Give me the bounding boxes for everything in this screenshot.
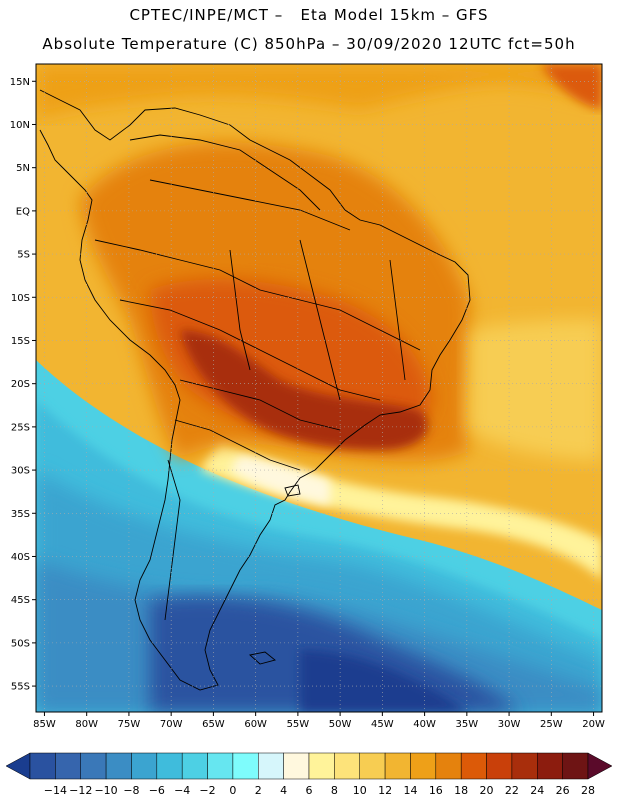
map-title: CPTEC/INPE/MCT – Eta Model 15km – GFS (129, 6, 489, 24)
colorbar-swatch (258, 752, 284, 780)
colorbar-tick-label: −2 (199, 784, 215, 797)
colorbar-tick-label: 0 (229, 784, 236, 797)
temperature-field (36, 64, 602, 712)
colorbar-tick-label: 4 (280, 784, 287, 797)
colorbar-max-arrow (587, 752, 613, 780)
colorbar-tick-label: −8 (123, 784, 139, 797)
lat-label: 25S (11, 422, 30, 433)
lat-label: 50S (11, 638, 30, 649)
lat-label: EQ (16, 206, 30, 217)
colorbar-swatch (410, 752, 437, 780)
colorbar-swatch (181, 752, 208, 780)
lon-label: 55W (287, 719, 310, 730)
map-subtitle: Absolute Temperature (C) 850hPa – 30/09/… (42, 35, 576, 53)
colorbar-tick-label: −12 (69, 784, 92, 797)
colorbar-tick-label: 12 (378, 784, 392, 797)
colorbar-swatch (232, 752, 259, 780)
colorbar-swatch (562, 752, 589, 780)
lat-label: 15S (11, 336, 30, 347)
colorbar-tick-label: 18 (454, 784, 468, 797)
lon-label: 70W (160, 719, 183, 730)
lat-label: 55S (11, 682, 30, 693)
colorbar-swatch (537, 752, 563, 780)
colorbar-tick-label: 14 (403, 784, 417, 797)
plot-frame (35, 63, 603, 713)
colorbar-tick-label: −4 (174, 784, 190, 797)
colorbar-tick-label: 6 (306, 784, 313, 797)
lat-label: 45S (11, 595, 30, 606)
colorbar-tick-label: 26 (556, 784, 570, 797)
coastlines (39, 89, 471, 691)
lat-label: 20S (11, 379, 30, 390)
colorbar-swatch (131, 752, 158, 780)
lat-label: 5S (17, 250, 30, 261)
lat-label: 15N (10, 77, 30, 88)
lat-label: 10S (11, 293, 30, 304)
colorbar-tick-label: −6 (149, 784, 165, 797)
colorbar-swatch (435, 752, 462, 780)
lon-label: 85W (33, 719, 56, 730)
colorbar-swatch (207, 752, 234, 780)
lon-label: 35W (456, 719, 479, 730)
colorbar-swatch (55, 752, 81, 780)
colorbar-tick-label: 24 (530, 784, 544, 797)
lon-label: 20W (582, 719, 605, 730)
colorbar-tick-label: 20 (480, 784, 494, 797)
longitude-labels: 85W 80W 75W 70W 65W 60W 55W 50W 45W 40W 35W 30W 25W 2… (33, 712, 605, 730)
latitude-labels: 15N 10N 5N EQ 5S 10S 15S 20S 25S 30S 35S 40S 45S 50S 5… (10, 77, 36, 693)
colorbar-swatch (308, 752, 335, 780)
lon-label: 25W (540, 719, 563, 730)
colorbar-swatch (156, 752, 183, 780)
lat-label: 10N (10, 120, 30, 131)
colorbar-tick-label: 22 (505, 784, 519, 797)
colorbar-tick-label: 28 (581, 784, 595, 797)
colorbar-tick-label: 8 (331, 784, 338, 797)
colorbar-swatch (29, 752, 56, 780)
lon-label: 45W (371, 719, 394, 730)
lon-label: 40W (413, 719, 436, 730)
colorbar-swatch (486, 752, 513, 780)
colorbar-swatch (105, 752, 132, 780)
lat-label: 5N (16, 163, 30, 174)
colorbar-swatch (384, 752, 411, 780)
colorbar-swatch (80, 752, 107, 780)
lat-label: 35S (11, 509, 30, 520)
lon-label: 50W (329, 719, 352, 730)
colorbar-swatch (359, 752, 386, 780)
lat-label: 30S (11, 466, 30, 477)
lon-label: 80W (75, 719, 98, 730)
colorbar-tick-label: −10 (94, 784, 117, 797)
colorbar-swatch (460, 752, 487, 780)
lon-label: 30W (498, 719, 521, 730)
colorbar (5, 752, 613, 780)
colorbar-tick-label: −14 (44, 784, 67, 797)
colorbar-swatch (283, 752, 310, 780)
colorbar-labels: −14 −12 −10 −8 −6 −4 −2 0 2 4 6 8 10 12 14 16 18 20 22 24 26… (44, 784, 595, 797)
lat-lon-grid (36, 64, 602, 712)
colorbar-min-arrow (5, 752, 31, 780)
colorbar-tick-label: 10 (353, 784, 367, 797)
lat-label: 40S (11, 552, 30, 563)
colorbar-tick-label: 16 (429, 784, 443, 797)
colorbar-swatch (511, 752, 538, 780)
lon-label: 75W (118, 719, 141, 730)
colorbar-tick-label: 2 (255, 784, 262, 797)
lon-label: 60W (244, 719, 267, 730)
lon-label: 65W (202, 719, 225, 730)
colorbar-swatch (334, 752, 360, 780)
